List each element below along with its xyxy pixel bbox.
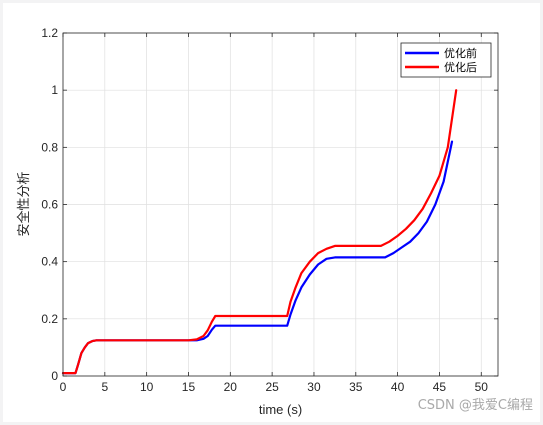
series-line-1 xyxy=(61,140,454,375)
x-tick-label: 45 xyxy=(433,380,447,394)
x-tick-label: 15 xyxy=(182,380,196,394)
x-tick-label: 30 xyxy=(307,380,321,394)
x-tick-label: 35 xyxy=(349,380,363,394)
watermark-text: CSDN @我爱C编程 xyxy=(418,398,533,413)
x-tick-label: 5 xyxy=(101,380,108,394)
y-tick-label: 0.2 xyxy=(41,312,58,326)
y-tick-label: 0.8 xyxy=(41,140,58,154)
y-tick-label: 1 xyxy=(51,83,58,97)
grid xyxy=(62,32,498,377)
legend-label: 优化后 xyxy=(444,60,477,74)
y-tick-label: 0 xyxy=(51,369,58,383)
legend-label: 优化前 xyxy=(444,46,477,60)
chart-figure: 0 5 10 15 20 25 30 35 40 45 50 0 0.2 0.4 0.6 0.8 1 1.2 ti… xyxy=(3,3,540,422)
y-tick-label: 1.2 xyxy=(41,26,58,40)
x-tick-label: 50 xyxy=(475,380,489,394)
line-chart: 0 5 10 15 20 25 30 35 40 45 50 0 0.2 0.4 0.6 0.8 1 1.2 ti… xyxy=(16,26,533,417)
x-tick-label: 25 xyxy=(265,380,279,394)
x-tick-label: 10 xyxy=(140,380,154,394)
x-tick-label: 20 xyxy=(224,380,238,394)
axis-ticks: 0 5 10 15 20 25 30 35 40 45 50 0 0.2 0.4 0.6 0.8 1 1.2 xyxy=(41,26,498,394)
series-lines xyxy=(61,89,458,375)
y-axis-label: 安全性分析 xyxy=(16,171,31,236)
series-line-2 xyxy=(61,89,458,375)
x-tick-label: 40 xyxy=(391,380,405,394)
y-tick-label: 0.4 xyxy=(41,255,58,269)
y-tick-label: 0.6 xyxy=(41,198,58,212)
x-axis-label: time (s) xyxy=(259,402,302,417)
legend-box xyxy=(400,42,492,78)
x-tick-label: 0 xyxy=(60,380,67,394)
